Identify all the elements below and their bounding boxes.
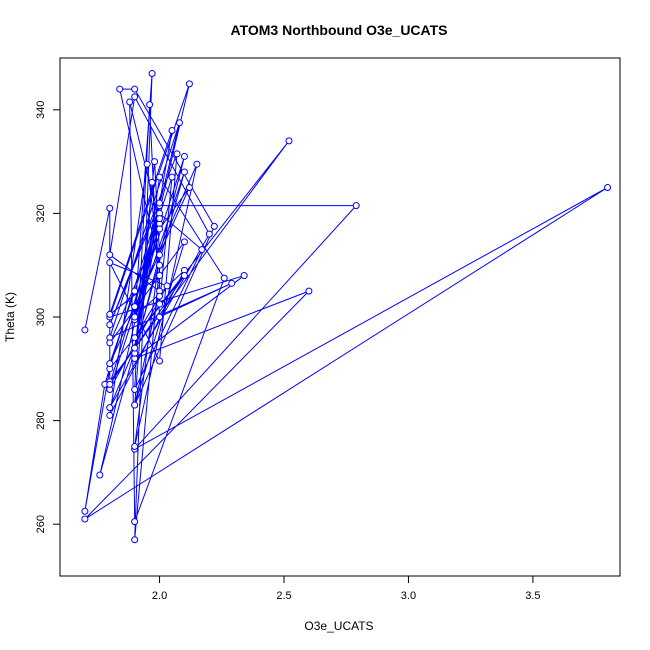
data-point	[151, 158, 159, 166]
data-point	[131, 344, 139, 352]
data-point	[106, 404, 114, 412]
x-tick-label: 2.0	[152, 590, 167, 602]
data-point	[106, 360, 114, 368]
data-point	[106, 259, 114, 267]
chart-title: ATOM3 Northbound O3e_UCATS	[231, 22, 448, 38]
x-tick-label: 3.5	[525, 590, 540, 602]
data-point	[180, 238, 188, 246]
x-tick-label: 2.5	[276, 590, 291, 602]
data-point	[240, 272, 248, 280]
data-point	[156, 215, 164, 223]
data-point	[156, 173, 164, 181]
data-point	[146, 101, 154, 109]
data-point	[148, 70, 156, 78]
data-point	[210, 222, 218, 230]
data-point	[305, 287, 313, 295]
data-point	[180, 168, 188, 176]
data-point	[143, 160, 151, 168]
data-point	[156, 292, 164, 300]
data-point	[131, 93, 139, 101]
data-point	[96, 471, 104, 479]
data-point	[131, 401, 139, 409]
data-point	[220, 274, 228, 282]
y-axis-label: Theta (K)	[3, 292, 17, 342]
x-tick-label: 3.0	[401, 590, 416, 602]
data-point	[131, 287, 139, 295]
data-point	[156, 300, 164, 308]
data-point	[173, 150, 181, 158]
y-axis: 260 280 300 320 340	[35, 101, 61, 533]
y-tick-label: 260	[35, 515, 47, 533]
data-point	[106, 411, 114, 419]
data-point	[131, 443, 139, 450]
data-point	[205, 230, 213, 238]
data-point	[106, 204, 114, 212]
data-point	[156, 357, 164, 365]
data-point	[180, 272, 188, 280]
data-point	[81, 326, 89, 334]
data-point	[156, 261, 164, 269]
data-point	[131, 536, 139, 544]
data-point	[106, 321, 114, 329]
data-point	[156, 225, 164, 233]
data-point	[193, 160, 201, 168]
data-point	[131, 518, 139, 526]
y-tick-label: 280	[35, 411, 47, 429]
data-point	[168, 173, 176, 181]
y-tick-label: 300	[35, 308, 47, 326]
data-point	[131, 85, 139, 93]
data-point	[156, 199, 164, 207]
x-axis-label: O3e_UCATS	[304, 619, 373, 633]
data-point	[131, 303, 139, 311]
data-point	[228, 279, 236, 287]
data-point	[126, 98, 134, 106]
data-point	[185, 80, 193, 88]
data-point	[81, 507, 89, 515]
x-axis: 2.0 2.5 3.0 3.5	[152, 575, 541, 602]
data-point	[156, 313, 164, 321]
data-point	[106, 339, 114, 347]
data-point	[156, 272, 164, 280]
data-point	[163, 282, 171, 290]
plot-area	[81, 70, 612, 544]
data-point	[106, 310, 114, 318]
data-point	[131, 386, 139, 394]
data-point	[148, 178, 156, 186]
data-point	[131, 313, 139, 321]
y-tick-label: 320	[35, 204, 47, 222]
data-point	[352, 202, 360, 210]
data-point	[116, 85, 124, 93]
data-point	[168, 127, 176, 135]
data-point	[185, 184, 193, 191]
data-point	[180, 152, 188, 160]
data-point	[285, 137, 293, 145]
data-point	[81, 515, 89, 523]
y-tick-label: 340	[35, 101, 47, 119]
data-point	[198, 246, 206, 254]
data-point	[175, 119, 183, 127]
data-point	[131, 334, 139, 342]
series-0	[81, 70, 612, 544]
data-point	[106, 380, 114, 388]
data-point	[156, 251, 164, 259]
data-point	[106, 251, 114, 259]
data-point	[604, 184, 612, 191]
